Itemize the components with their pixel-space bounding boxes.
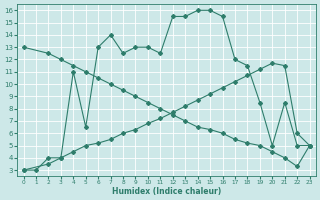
X-axis label: Humidex (Indice chaleur): Humidex (Indice chaleur) [112,187,221,196]
